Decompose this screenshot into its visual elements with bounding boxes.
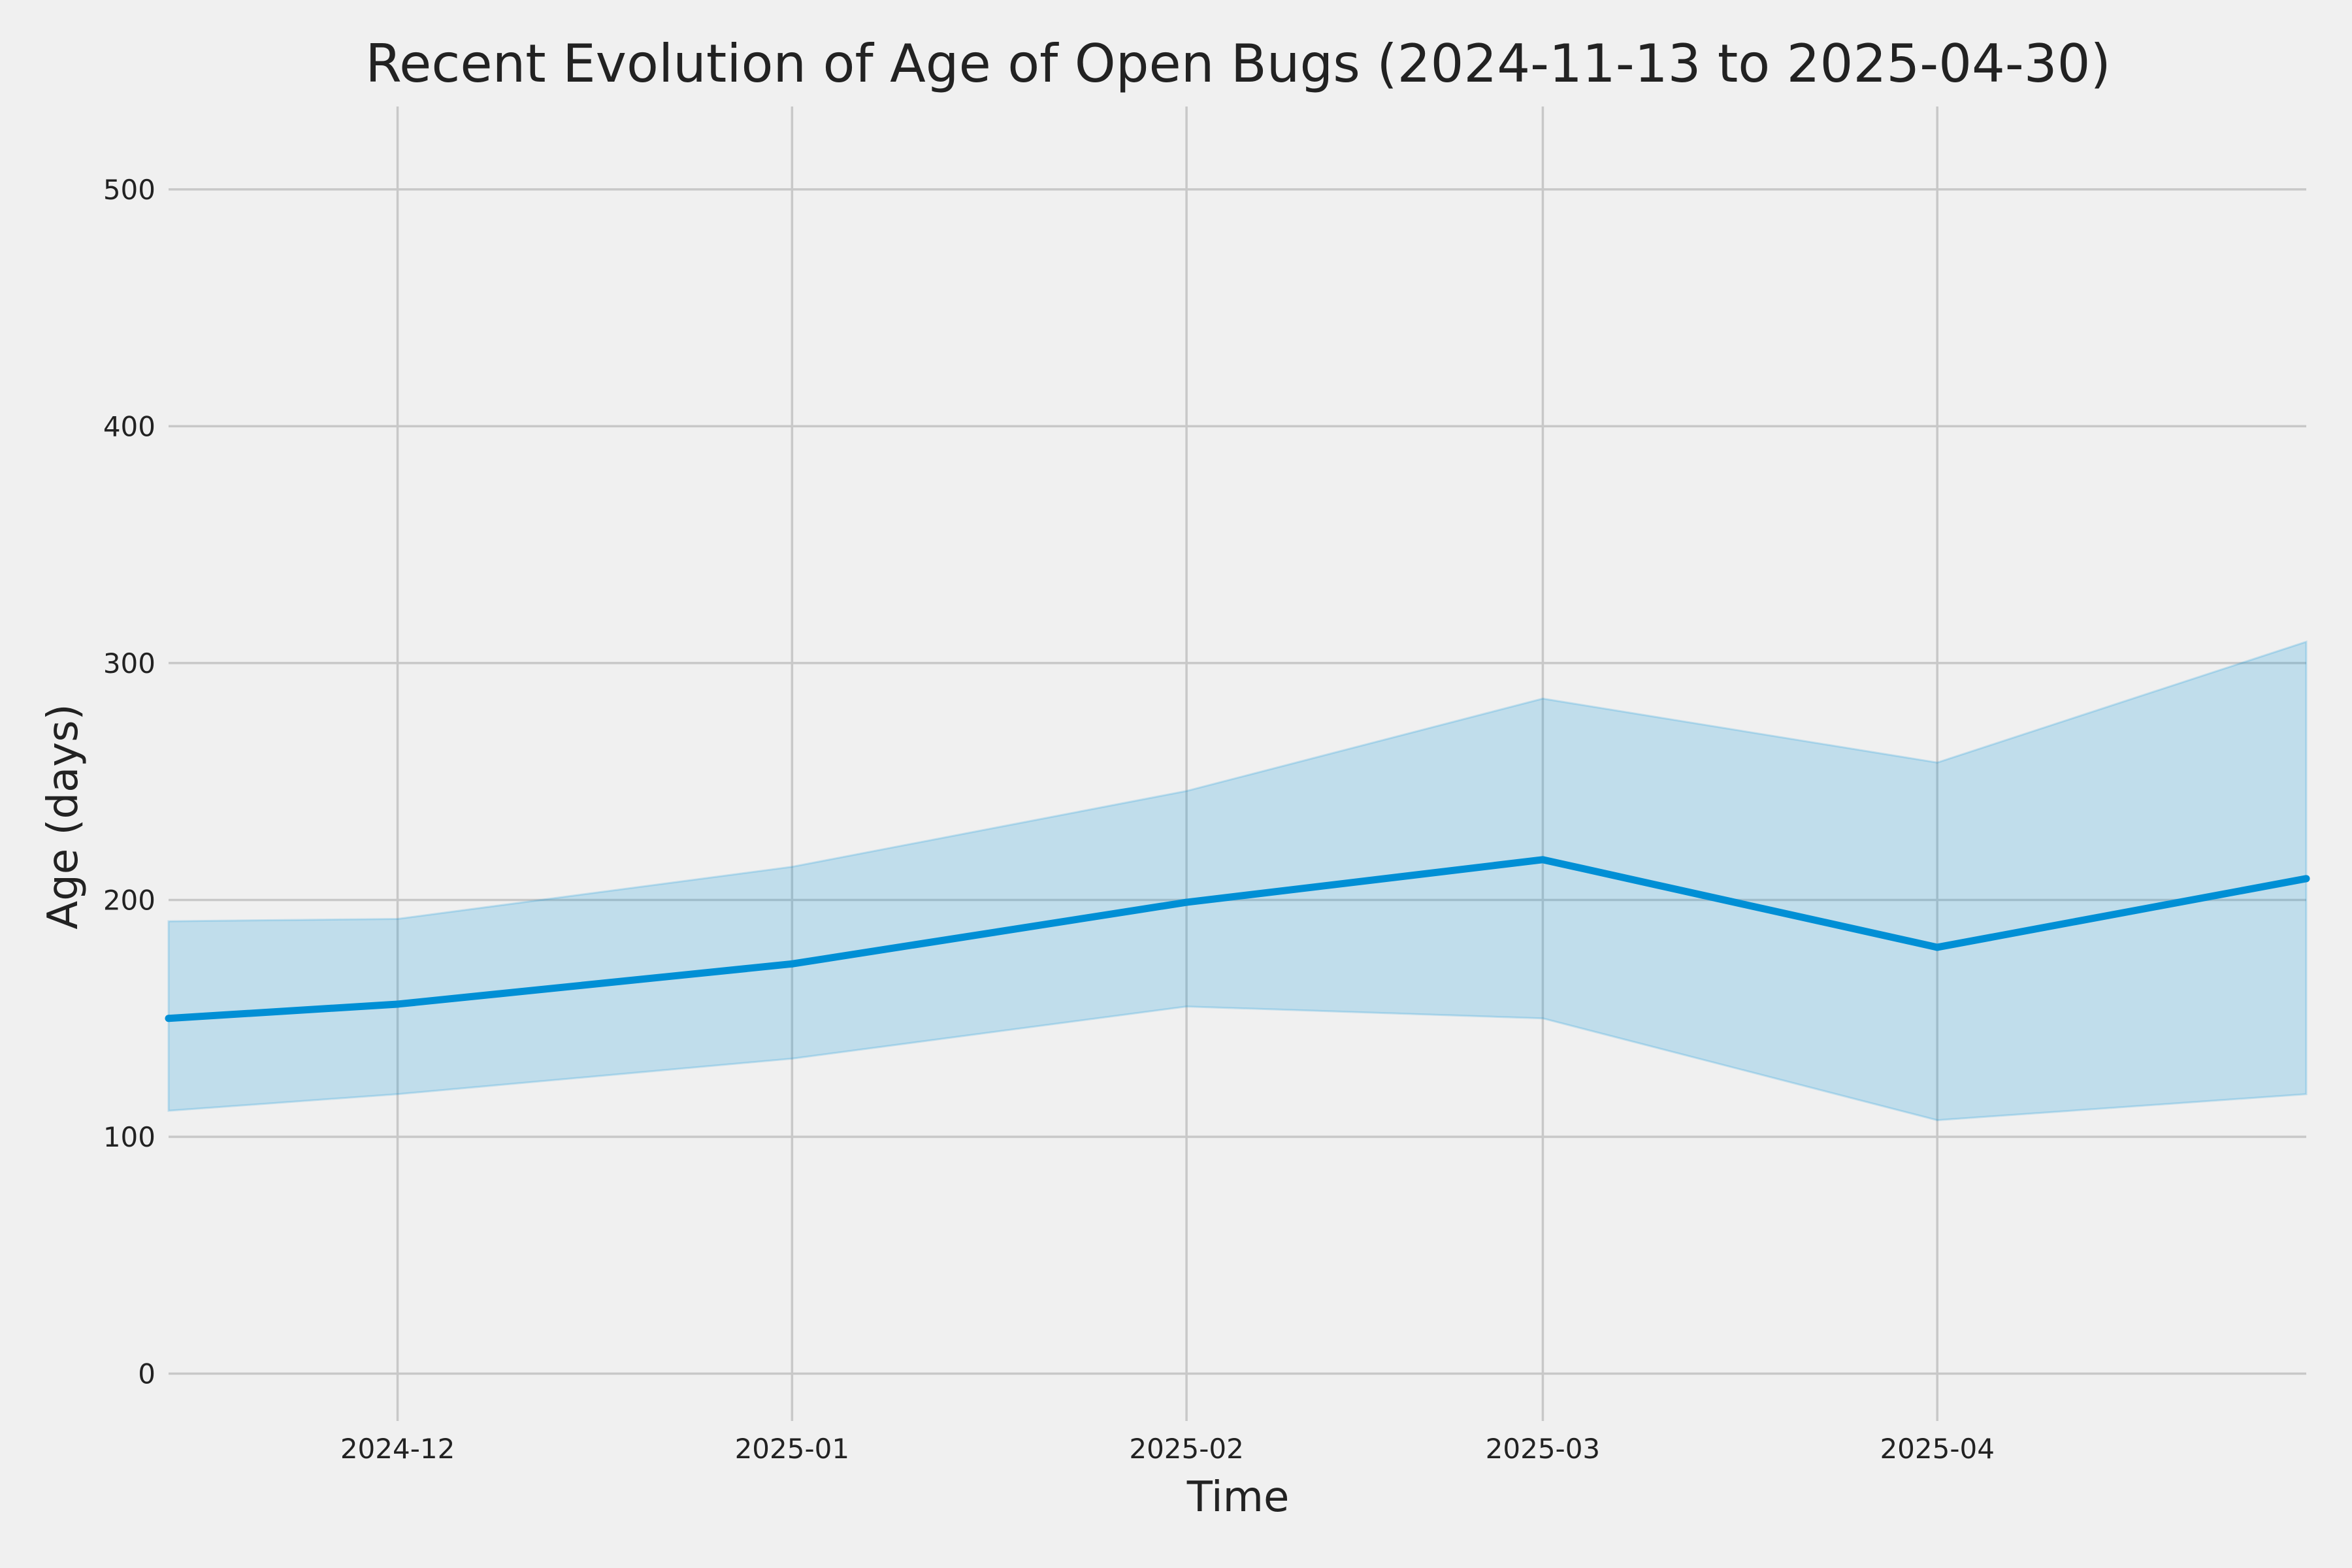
data-point — [165, 1015, 172, 1022]
data-point — [1539, 856, 1546, 864]
data-point — [394, 1000, 402, 1008]
grid-layer — [169, 106, 2306, 1421]
y-tick-label: 100 — [103, 1121, 155, 1153]
tick-label-layer: 0 100 200 300 400 500 2024-12 2025-01 2025-02 202… — [103, 174, 1995, 1465]
y-tick-label: 300 — [103, 647, 155, 679]
y-axis-label: Age (days) — [39, 704, 88, 929]
x-axis-label: Time — [1186, 1473, 1290, 1522]
y-tick-label: 200 — [103, 884, 155, 916]
data-point — [2302, 875, 2310, 883]
x-tick-label: 2024-12 — [340, 1433, 455, 1465]
confidence-band-layer — [167, 640, 2308, 1122]
y-tick-label: 0 — [138, 1358, 155, 1390]
x-tick-label: 2025-01 — [735, 1433, 850, 1465]
data-point — [1183, 898, 1190, 906]
confidence-band — [167, 640, 2308, 1122]
x-tick-label: 2025-03 — [1486, 1433, 1601, 1465]
chart-title: Recent Evolution of Age of Open Bugs (20… — [365, 33, 2111, 94]
data-point — [788, 960, 796, 968]
x-tick-label: 2025-04 — [1880, 1433, 1995, 1465]
y-tick-label: 400 — [103, 410, 155, 442]
series-line-layer — [165, 856, 2310, 1022]
data-point — [1933, 943, 1941, 951]
y-tick-label: 500 — [103, 174, 155, 206]
x-tick-label: 2025-02 — [1129, 1433, 1244, 1465]
